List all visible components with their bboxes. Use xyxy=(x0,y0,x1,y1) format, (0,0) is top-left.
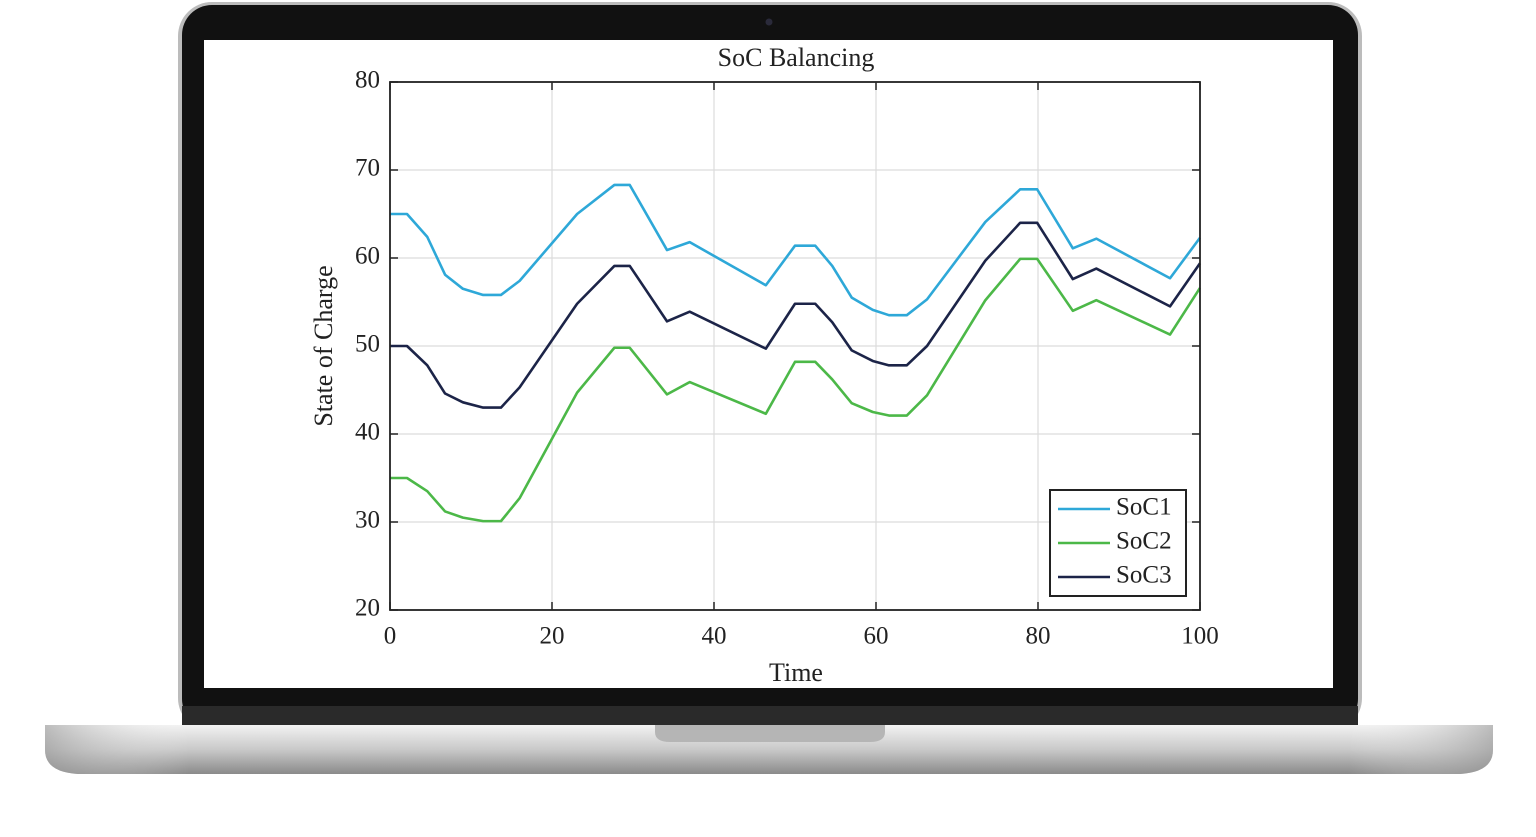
chart: SoC Balancing Time State of Charge 0 20 40… xyxy=(309,43,1219,687)
x-tick-label: 80 xyxy=(1026,623,1051,650)
y-tick-label: 20 xyxy=(355,595,380,622)
y-tick-label: 70 xyxy=(355,155,380,182)
notch xyxy=(655,725,885,742)
series-line xyxy=(390,183,1202,317)
series-line xyxy=(390,221,1202,409)
y-tick-label: 80 xyxy=(355,67,380,94)
legend-label: SoC3 xyxy=(1116,562,1172,589)
camera xyxy=(765,18,773,26)
y-tick-label: 30 xyxy=(355,507,380,534)
x-axis-label: Time xyxy=(769,658,823,687)
hinge xyxy=(182,706,1358,726)
legend-label: SoC1 xyxy=(1116,494,1172,521)
x-tick-label: 20 xyxy=(540,623,565,650)
x-tick-label: 40 xyxy=(702,623,727,650)
y-tick-label: 40 xyxy=(355,419,380,446)
y-tick-label: 60 xyxy=(355,243,380,270)
y-axis-label: State of Charge xyxy=(309,265,338,426)
series-line xyxy=(390,257,1202,523)
y-tick-label: 50 xyxy=(355,331,380,358)
legend-label: SoC2 xyxy=(1116,528,1172,555)
plot-frame xyxy=(389,81,1201,611)
base-shade xyxy=(45,725,1493,774)
x-tick-label: 0 xyxy=(384,623,397,650)
x-tick-label: 100 xyxy=(1181,623,1219,650)
chart-title: SoC Balancing xyxy=(718,43,875,72)
x-tick-label: 60 xyxy=(864,623,889,650)
